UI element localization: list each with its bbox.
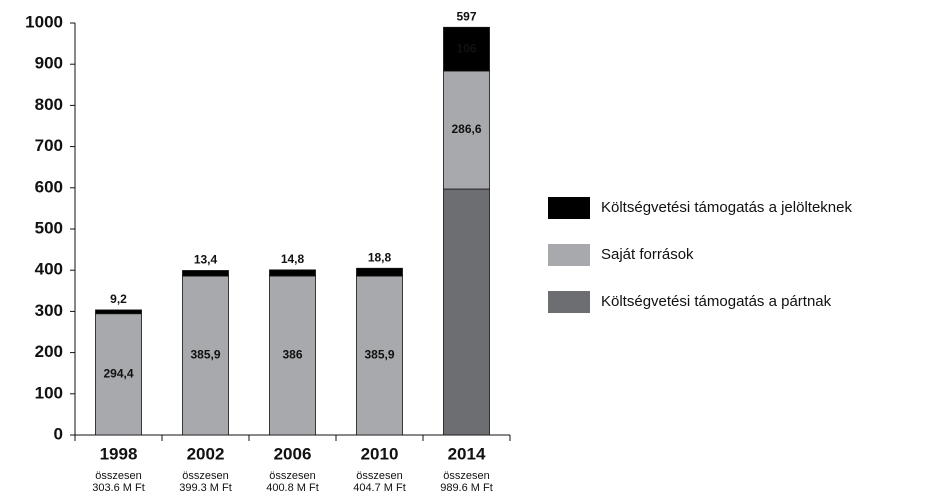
x-tick-label: 2014 [448, 444, 486, 463]
y-tick-label: 900 [35, 54, 63, 73]
legend-label: Költségvetési támogatás a jelölteknek [601, 199, 852, 216]
value-label: 385,9 [364, 348, 394, 362]
y-tick-label: 200 [35, 342, 63, 361]
bar-segment [182, 270, 229, 277]
y-tick-label: 100 [35, 383, 63, 402]
bar-segment [443, 26, 490, 72]
y-tick-label: 0 [54, 424, 63, 443]
value-label: 9,2 [110, 292, 127, 306]
bar-segment [269, 269, 316, 277]
value-label: 385,9 [190, 348, 220, 362]
legend-swatch [548, 244, 590, 266]
total-label: 400.8 M Ft [266, 482, 319, 494]
x-tick-label: 2002 [187, 444, 225, 463]
value-label: 13,4 [194, 253, 218, 267]
y-tick-label: 700 [35, 136, 63, 155]
total-label: 989.6 M Ft [440, 482, 493, 494]
y-tick-label: 1000 [25, 12, 63, 31]
value-label: 286,6 [451, 122, 481, 136]
total-word: összesen [356, 470, 402, 482]
x-tick-label: 2010 [361, 444, 399, 463]
total-label: 399.3 M Ft [179, 482, 232, 494]
value-label: 386 [282, 348, 302, 362]
bar-segment [269, 275, 316, 436]
x-tick-label: 1998 [100, 444, 138, 463]
total-word: összesen [269, 470, 315, 482]
value-label: 14,8 [281, 252, 305, 266]
total-word: összesen [95, 470, 141, 482]
y-tick-label: 300 [35, 301, 63, 320]
bar-segment [443, 70, 490, 190]
bar-segment [443, 188, 490, 436]
value-label: 106 [456, 41, 476, 55]
total-word: összesen [443, 470, 489, 482]
bar-segment [182, 275, 229, 436]
bar-segment [356, 275, 403, 436]
bar-segment [95, 309, 142, 315]
total-label: 303.6 M Ft [92, 482, 145, 494]
value-label: 294,4 [103, 367, 133, 381]
value-label: 597 [456, 9, 476, 23]
x-tick-label: 2006 [274, 444, 312, 463]
value-label: 18,8 [368, 250, 392, 264]
y-tick-label: 800 [35, 95, 63, 114]
legend-swatch [548, 291, 590, 313]
total-label: 404.7 M Ft [353, 482, 406, 494]
legend-swatch [548, 197, 590, 219]
y-tick-label: 600 [35, 177, 63, 196]
total-word: összesen [182, 470, 228, 482]
legend-label: Költségvetési támogatás a pártnak [601, 293, 832, 310]
y-tick-label: 400 [35, 260, 63, 279]
legend-label: Saját források [601, 246, 694, 263]
bar-segment [356, 267, 403, 277]
y-tick-label: 500 [35, 218, 63, 237]
